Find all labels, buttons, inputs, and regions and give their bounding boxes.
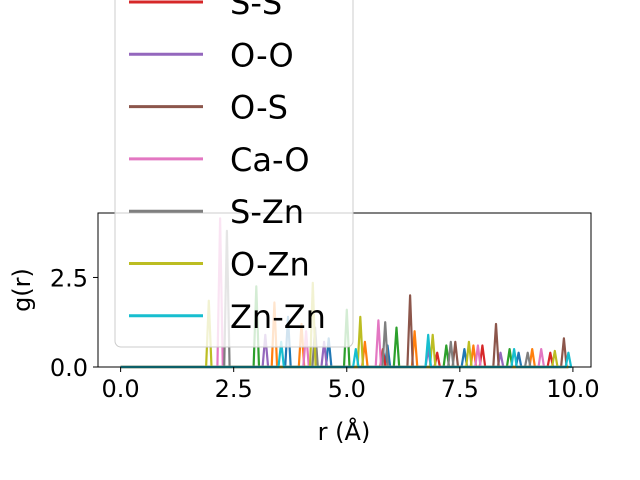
y-axis-label: g(r) <box>8 268 36 312</box>
series-line-zn-zn <box>120 333 573 369</box>
legend-label: Zn-Zn <box>230 298 326 336</box>
legend: S-S O-O O-S Ca-O S-Zn O-Zn Zn-Zn <box>114 0 354 348</box>
legend-entries: S-S O-O O-S Ca-O S-Zn O-Zn Zn-Zn <box>129 0 326 336</box>
legend-label: Ca-O <box>230 141 310 179</box>
legend-label: S-S <box>230 0 282 22</box>
x-axis-ticks: 0.0 2.5 5.0 7.5 10.0 <box>102 367 600 403</box>
x-tick-label: 7.5 <box>441 375 479 403</box>
legend-label: O-Zn <box>230 246 310 284</box>
x-tick-label: 0.0 <box>102 375 140 403</box>
x-tick-label: 5.0 <box>328 375 366 403</box>
legend-label: O-O <box>230 36 294 74</box>
y-tick-label: 2.5 <box>50 264 88 292</box>
legend-box <box>114 0 354 348</box>
y-axis-ticks: 0.0 2.5 <box>50 264 98 382</box>
y-tick-label: 0.0 <box>50 354 88 382</box>
legend-label: S-Zn <box>230 193 304 231</box>
x-tick-label: 2.5 <box>215 375 253 403</box>
legend-label: O-S <box>230 89 288 127</box>
x-tick-label: 10.0 <box>546 375 599 403</box>
x-axis-label: r (Å) <box>318 417 371 446</box>
